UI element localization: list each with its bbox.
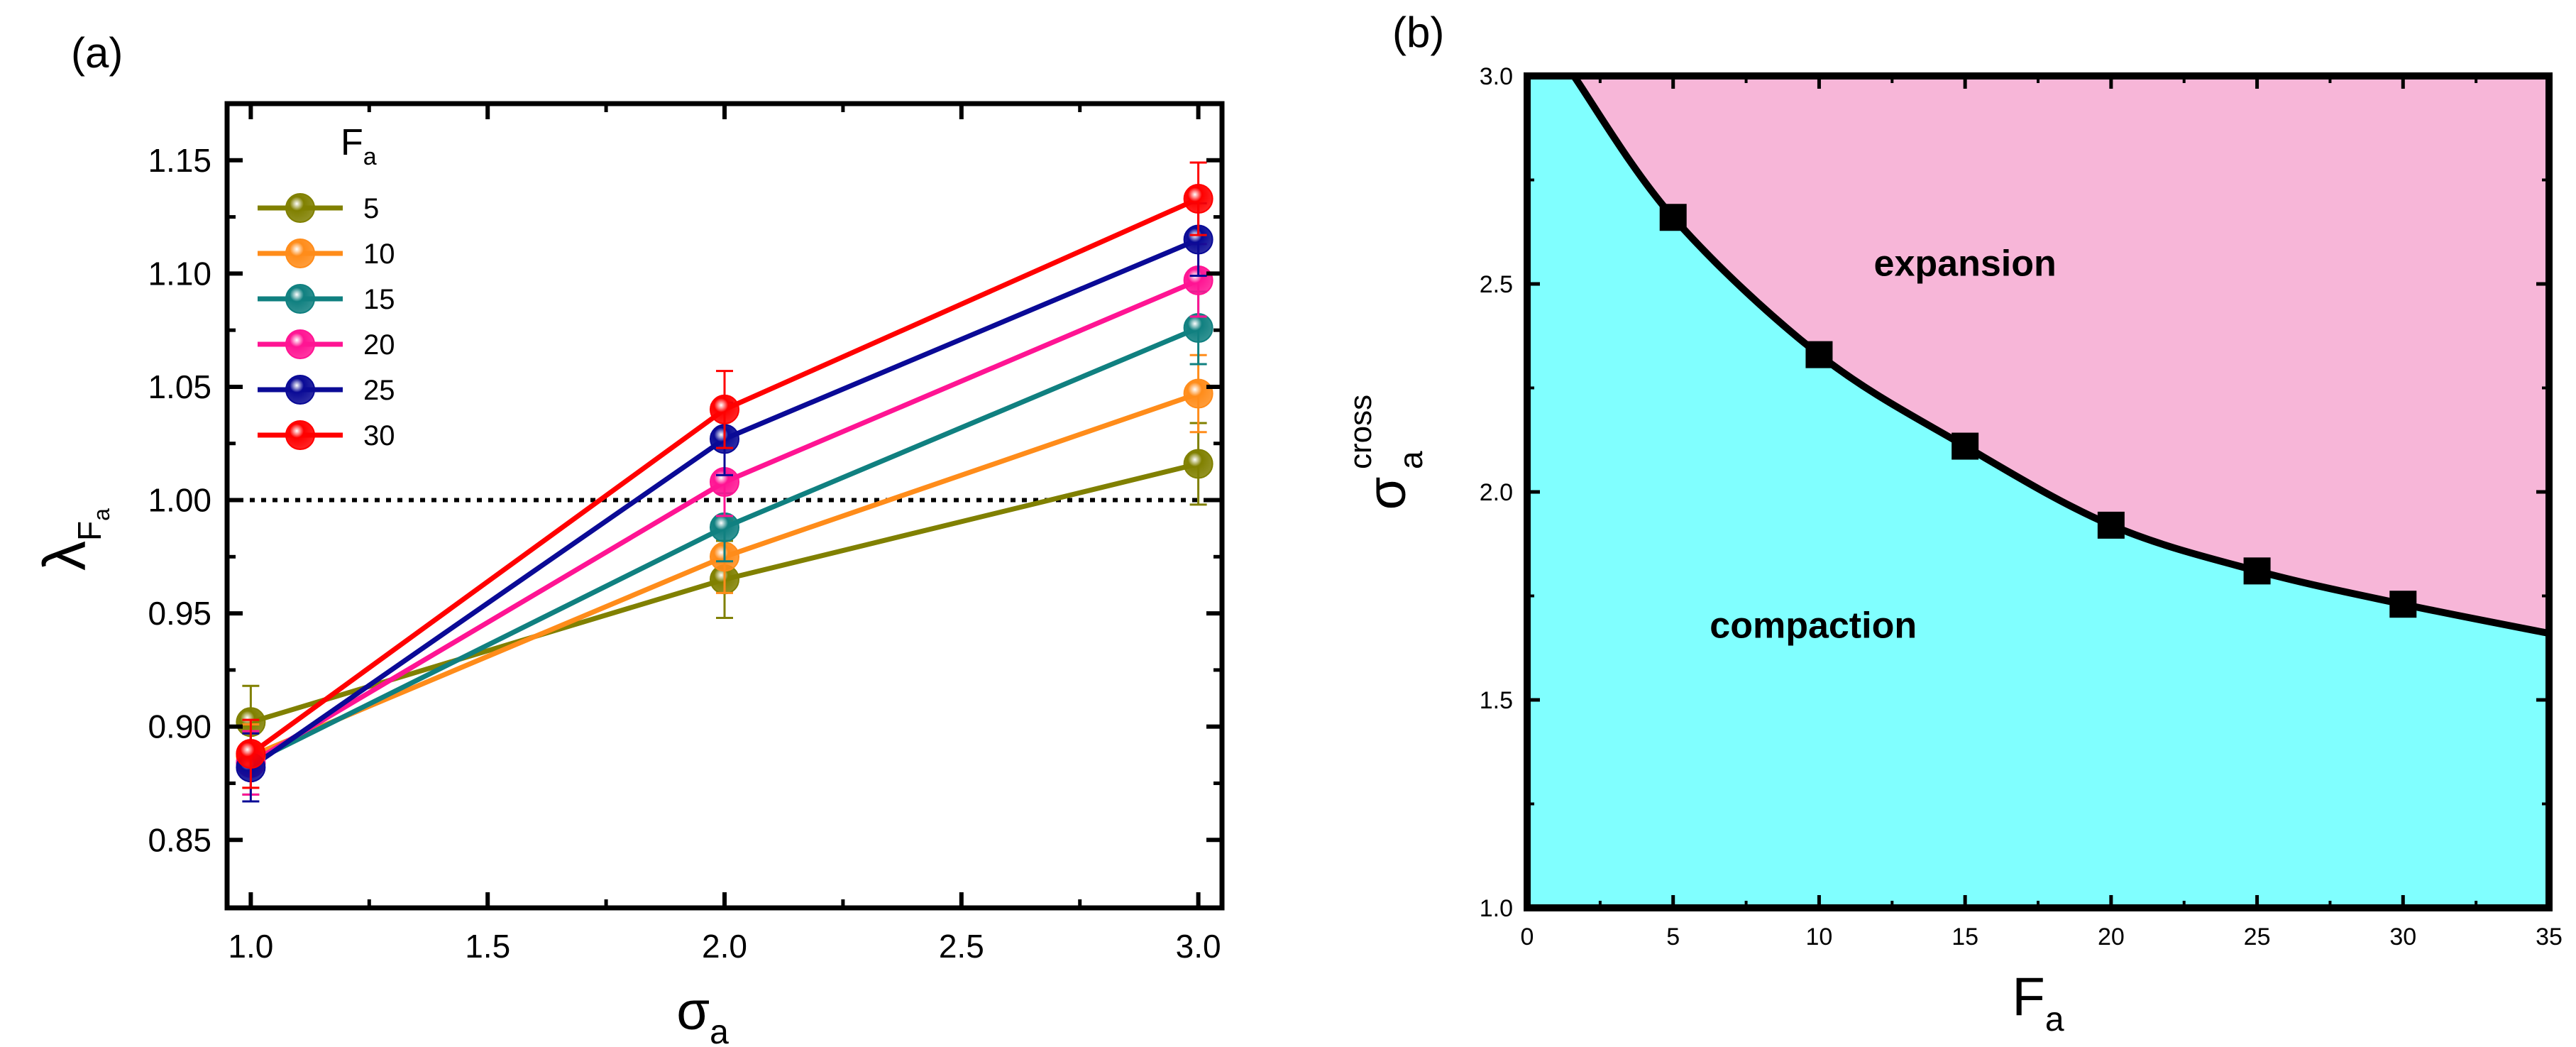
- y-axis-title-a: λFa: [31, 508, 114, 571]
- x-tick-label-a-3: 2.5: [939, 928, 984, 965]
- legend-label-10: 10: [363, 239, 395, 270]
- boundary-point-20: [2097, 511, 2125, 539]
- point-10-3: [1183, 378, 1213, 409]
- y-tick-label-a-6: 1.15: [148, 142, 211, 179]
- y-axis-title-b-sup: cross: [1343, 395, 1378, 469]
- boundary-point-30: [2389, 591, 2417, 618]
- point-15-3: [1183, 312, 1213, 343]
- x-tick-label-b-5: 25: [2244, 923, 2271, 950]
- tick-layer-b: 0 5 10 15 20 25 30 35 1.0 1.5 2.0 2.5 3.0: [1480, 63, 2563, 950]
- legend-label-15: 15: [363, 284, 395, 315]
- x-tick-label-b-2: 10: [1806, 923, 1833, 950]
- legend-label-30: 30: [363, 420, 395, 451]
- y-tick-label-a-4: 1.05: [148, 368, 211, 405]
- boundary-markers: [1659, 204, 2417, 618]
- y-tick-label-b-4: 3.0: [1480, 63, 1513, 90]
- series-layer: [236, 161, 1213, 803]
- point-15-2: [710, 512, 739, 542]
- point-30-3: [1183, 184, 1213, 214]
- boundary-point-5: [1659, 204, 1687, 231]
- x-tick-label-a-1: 1.5: [465, 928, 510, 965]
- legend-title: Fa: [341, 122, 377, 170]
- legend-label-5: 5: [363, 193, 379, 224]
- x-tick-label-a-0: 1.0: [228, 928, 273, 965]
- x-tick-label-b-1: 5: [1666, 923, 1680, 950]
- panel-b-label: (b): [1392, 9, 1444, 56]
- y-tick-label-a-3: 1.00: [148, 482, 211, 519]
- boundary-point-15: [1952, 432, 1979, 460]
- boundary-point-25: [2243, 557, 2271, 585]
- x-axis-title-a: σa: [676, 981, 729, 1047]
- panel-a-label: (a): [71, 29, 123, 77]
- x-tick-label-b-4: 20: [2098, 923, 2125, 950]
- y-tick-label-a-5: 1.10: [148, 255, 211, 292]
- y-tick-label-b-1: 1.5: [1480, 687, 1513, 714]
- legend-a: Fa 5 10 15 20 25 30: [258, 122, 395, 451]
- y-axis-title-b: σ a cross: [1343, 395, 1429, 510]
- x-tick-label-b-3: 15: [1952, 923, 1978, 950]
- x-tick-label-b-6: 30: [2389, 923, 2416, 950]
- y-tick-label-a-0: 0.85: [148, 821, 211, 858]
- y-axis-title-b-main: σ: [1357, 477, 1417, 510]
- legend-marker-5: [285, 193, 315, 223]
- panel-a: (a) 1.0 1.5 2.0 2.5 3.00.850.900.951.001.051…: [31, 29, 1225, 1047]
- y-tick-label-b-0: 1.0: [1480, 895, 1513, 922]
- y-axis-title-b-sub: a: [1392, 451, 1429, 469]
- legend-marker-20: [285, 329, 315, 359]
- x-axis-title-b: Fa: [2012, 967, 2064, 1038]
- expansion-label: expansion: [1874, 243, 2057, 285]
- x-tick-label-a-2: 2.0: [702, 928, 747, 965]
- y-tick-label-b-3: 2.5: [1480, 271, 1513, 298]
- legend-marker-10: [285, 239, 315, 268]
- y-tick-label-b-2: 2.0: [1480, 479, 1513, 506]
- y-tick-label-a-1: 0.90: [148, 708, 211, 745]
- x-tick-label-b-7: 35: [2536, 923, 2563, 950]
- point-30-2: [710, 394, 739, 424]
- legend-label-20: 20: [363, 329, 395, 361]
- panel-b: (b) 0 5 10 15 20 25 30 35 1.0 1.5 2.0 2.5 3.0 expans…: [1343, 9, 2563, 1038]
- x-tick-label-a-4: 3.0: [1176, 928, 1221, 965]
- compaction-label: compaction: [1710, 605, 1917, 647]
- y-tick-label-a-2: 0.95: [148, 595, 211, 632]
- tick-layer-a: 1.0 1.5 2.0 2.5 3.0 0.85 0.90 0.95 1.00 1.05 1.10 1…: [148, 104, 1222, 965]
- boundary-point-10: [1805, 341, 1833, 368]
- legend-label-25: 25: [363, 375, 395, 406]
- legend-marker-30: [285, 420, 315, 450]
- legend-marker-25: [285, 375, 315, 405]
- legend-marker-15: [285, 284, 315, 314]
- point-5-3: [1183, 449, 1213, 479]
- x-tick-label-b-0: 0: [1521, 923, 1534, 950]
- expansion-region: [1573, 76, 2549, 634]
- boundary-curve: [1570, 74, 2550, 637]
- point-30-1: [236, 738, 266, 769]
